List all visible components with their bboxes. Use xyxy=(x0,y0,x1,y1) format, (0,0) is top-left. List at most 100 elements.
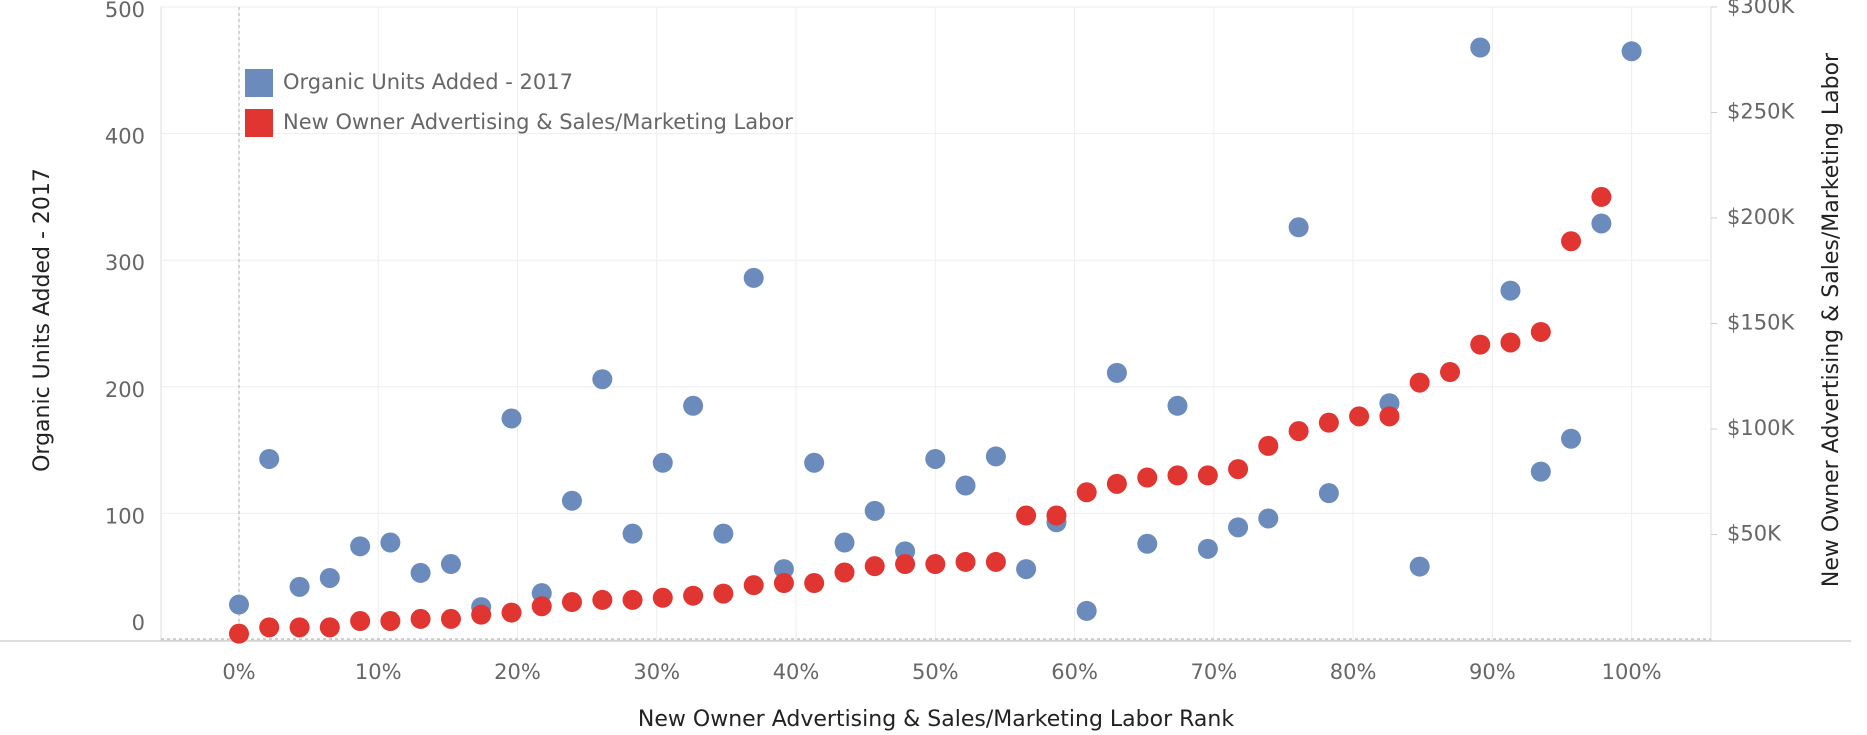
point xyxy=(1137,467,1158,488)
point xyxy=(713,583,734,604)
point xyxy=(440,554,461,575)
x-tick-label: 60% xyxy=(1051,660,1098,684)
y2-tick-label: $250K xyxy=(1727,100,1795,124)
point xyxy=(773,573,794,594)
y2-tick-label: $100K xyxy=(1727,416,1795,440)
point xyxy=(380,611,401,632)
x-tick-label: 40% xyxy=(773,660,820,684)
point xyxy=(925,448,946,469)
point xyxy=(1409,372,1430,393)
point xyxy=(561,490,582,511)
point xyxy=(259,617,280,638)
y-tick-label: 300 xyxy=(105,251,145,275)
x-tick-label: 10% xyxy=(355,660,402,684)
point xyxy=(652,587,673,608)
y-tick-label: 100 xyxy=(105,504,145,528)
point xyxy=(471,604,492,625)
y-tick-label: 400 xyxy=(105,125,145,149)
point xyxy=(410,562,431,583)
point xyxy=(319,617,340,638)
point xyxy=(1167,395,1188,416)
point xyxy=(289,576,310,597)
point xyxy=(501,408,522,429)
y2-tick-label: $150K xyxy=(1727,311,1795,335)
point xyxy=(440,608,461,629)
point xyxy=(1167,465,1188,486)
point xyxy=(955,551,976,572)
point xyxy=(1561,231,1582,252)
point xyxy=(289,617,310,638)
point xyxy=(985,446,1006,467)
point xyxy=(319,567,340,588)
legend-label: Organic Units Added - 2017 xyxy=(283,70,573,94)
point xyxy=(1228,459,1249,480)
point xyxy=(834,532,855,553)
point xyxy=(561,592,582,613)
point xyxy=(1016,505,1037,526)
point xyxy=(1258,435,1279,456)
point xyxy=(1258,508,1279,529)
y-tick-label: 500 xyxy=(105,0,145,22)
y2-axis-title: New Owner Advertising & Sales/Marketing … xyxy=(1819,52,1844,587)
point xyxy=(350,611,371,632)
point xyxy=(1197,465,1218,486)
point xyxy=(622,523,643,544)
point xyxy=(985,551,1006,572)
x-tick-label: 80% xyxy=(1330,660,1377,684)
point xyxy=(1470,334,1491,355)
point xyxy=(1288,421,1309,442)
y-tick-label: 0 xyxy=(132,611,145,635)
point xyxy=(350,536,371,557)
y2-tick-label: $50K xyxy=(1727,522,1782,546)
point xyxy=(1530,321,1551,342)
point xyxy=(864,500,885,521)
x-tick-label: 0% xyxy=(222,660,255,684)
legend-swatch xyxy=(245,69,273,97)
point xyxy=(895,554,916,575)
point xyxy=(1591,186,1612,207)
point xyxy=(1197,538,1218,559)
point xyxy=(1591,213,1612,234)
x-tick-label: 30% xyxy=(633,660,680,684)
point xyxy=(531,596,552,617)
x-axis-title: New Owner Advertising & Sales/Marketing … xyxy=(638,707,1234,732)
y2-tick-label: $300K xyxy=(1727,0,1795,18)
point xyxy=(1046,505,1067,526)
point xyxy=(1440,362,1461,383)
point xyxy=(228,623,249,644)
point xyxy=(622,589,643,610)
point xyxy=(1500,332,1521,353)
point xyxy=(713,523,734,544)
x-tick-label: 100% xyxy=(1602,660,1662,684)
point xyxy=(228,594,249,615)
point xyxy=(1349,406,1370,427)
point xyxy=(1137,533,1158,554)
y-tick-label: 200 xyxy=(105,378,145,402)
point xyxy=(1288,217,1309,238)
point xyxy=(380,532,401,553)
point xyxy=(652,452,673,473)
y2-tick-label: $200K xyxy=(1727,205,1795,229)
point xyxy=(1379,406,1400,427)
point xyxy=(1470,37,1491,58)
point xyxy=(804,452,825,473)
point xyxy=(1409,556,1430,577)
point xyxy=(1318,483,1339,504)
point xyxy=(955,475,976,496)
x-tick-label: 90% xyxy=(1469,660,1516,684)
point xyxy=(592,369,613,390)
point xyxy=(410,608,431,629)
point xyxy=(1561,428,1582,449)
point xyxy=(743,267,764,288)
legend-label: New Owner Advertising & Sales/Marketing … xyxy=(283,110,793,134)
point xyxy=(1106,362,1127,383)
y-axis-title: Organic Units Added - 2017 xyxy=(30,168,55,472)
point xyxy=(1318,412,1339,433)
point xyxy=(683,395,704,416)
point xyxy=(259,448,280,469)
point xyxy=(1530,461,1551,482)
x-tick-label: 70% xyxy=(1190,660,1237,684)
point xyxy=(1076,482,1097,503)
point xyxy=(864,556,885,577)
